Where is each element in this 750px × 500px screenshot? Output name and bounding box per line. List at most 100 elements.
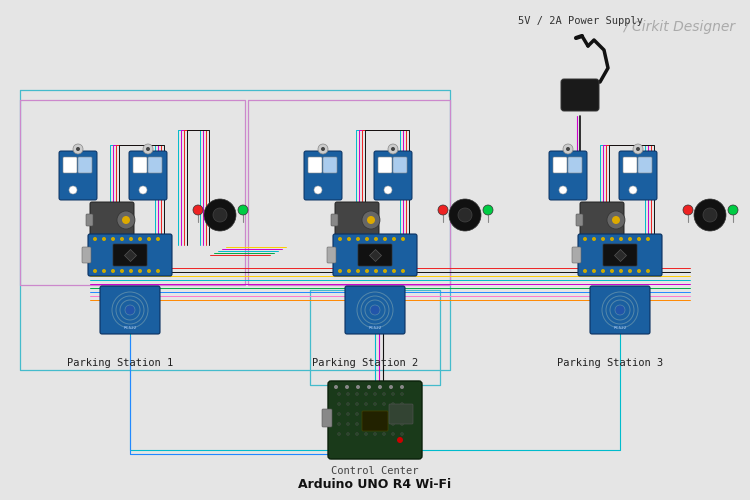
Circle shape [392, 402, 394, 406]
Circle shape [601, 269, 605, 273]
Circle shape [592, 269, 596, 273]
FancyBboxPatch shape [304, 151, 342, 200]
Circle shape [392, 237, 396, 241]
Circle shape [683, 205, 693, 215]
Circle shape [365, 237, 369, 241]
FancyBboxPatch shape [561, 79, 599, 111]
Circle shape [346, 412, 350, 416]
FancyBboxPatch shape [327, 247, 336, 263]
Circle shape [356, 432, 358, 436]
Circle shape [367, 385, 371, 389]
FancyBboxPatch shape [578, 234, 662, 276]
FancyBboxPatch shape [333, 234, 417, 276]
FancyBboxPatch shape [568, 157, 582, 173]
FancyBboxPatch shape [59, 151, 97, 200]
Circle shape [338, 237, 342, 241]
FancyBboxPatch shape [572, 247, 581, 263]
Circle shape [93, 269, 97, 273]
Text: RC522: RC522 [123, 326, 136, 330]
Circle shape [156, 269, 160, 273]
FancyBboxPatch shape [331, 214, 338, 226]
Circle shape [347, 269, 351, 273]
Circle shape [610, 269, 614, 273]
Text: Parking Station 3: Parking Station 3 [556, 358, 663, 368]
Circle shape [120, 237, 124, 241]
Circle shape [356, 269, 360, 273]
Circle shape [356, 392, 358, 396]
Circle shape [321, 147, 325, 151]
FancyBboxPatch shape [335, 202, 379, 238]
Circle shape [619, 237, 623, 241]
Circle shape [400, 412, 404, 416]
FancyBboxPatch shape [374, 151, 412, 200]
Circle shape [122, 216, 130, 224]
Circle shape [449, 199, 481, 231]
Circle shape [356, 422, 358, 426]
Circle shape [346, 432, 350, 436]
FancyBboxPatch shape [389, 404, 413, 424]
Circle shape [102, 269, 106, 273]
Circle shape [129, 269, 133, 273]
Circle shape [374, 269, 378, 273]
Circle shape [346, 392, 350, 396]
Circle shape [213, 208, 227, 222]
Circle shape [111, 237, 115, 241]
Circle shape [374, 422, 376, 426]
Circle shape [382, 392, 386, 396]
FancyBboxPatch shape [362, 411, 388, 431]
FancyBboxPatch shape [345, 286, 405, 334]
Circle shape [117, 211, 135, 229]
Circle shape [356, 385, 360, 389]
Circle shape [637, 237, 641, 241]
FancyBboxPatch shape [88, 234, 172, 276]
Circle shape [383, 269, 387, 273]
Circle shape [383, 237, 387, 241]
Circle shape [583, 237, 587, 241]
Circle shape [391, 147, 395, 151]
Circle shape [364, 412, 368, 416]
Circle shape [204, 199, 236, 231]
Circle shape [628, 237, 632, 241]
Circle shape [146, 147, 150, 151]
Circle shape [728, 205, 738, 215]
Circle shape [356, 402, 358, 406]
Circle shape [364, 392, 368, 396]
Circle shape [400, 422, 404, 426]
Circle shape [102, 237, 106, 241]
Circle shape [347, 237, 351, 241]
Circle shape [400, 385, 404, 389]
Circle shape [607, 211, 625, 229]
Circle shape [601, 237, 605, 241]
FancyBboxPatch shape [90, 202, 134, 238]
Circle shape [345, 385, 349, 389]
FancyBboxPatch shape [86, 214, 93, 226]
Text: ∕ Cirkit Designer: ∕ Cirkit Designer [622, 20, 735, 34]
Circle shape [346, 402, 350, 406]
Circle shape [388, 144, 398, 154]
Circle shape [76, 147, 80, 151]
Circle shape [139, 186, 147, 194]
FancyBboxPatch shape [378, 157, 392, 173]
Circle shape [633, 144, 643, 154]
Circle shape [392, 422, 394, 426]
Text: Arduino UNO R4 Wi-Fi: Arduino UNO R4 Wi-Fi [298, 478, 452, 491]
Circle shape [93, 237, 97, 241]
Text: Parking Station 1: Parking Station 1 [67, 358, 173, 368]
Circle shape [438, 205, 448, 215]
Circle shape [73, 144, 83, 154]
Circle shape [138, 269, 142, 273]
FancyBboxPatch shape [638, 157, 652, 173]
Circle shape [566, 147, 570, 151]
FancyBboxPatch shape [133, 157, 147, 173]
Circle shape [374, 237, 378, 241]
Circle shape [318, 144, 328, 154]
Circle shape [364, 422, 368, 426]
Circle shape [629, 186, 637, 194]
Circle shape [314, 186, 322, 194]
FancyBboxPatch shape [113, 244, 147, 266]
FancyBboxPatch shape [623, 157, 637, 173]
Circle shape [356, 412, 358, 416]
FancyBboxPatch shape [580, 202, 624, 238]
Circle shape [364, 432, 368, 436]
Circle shape [559, 186, 567, 194]
